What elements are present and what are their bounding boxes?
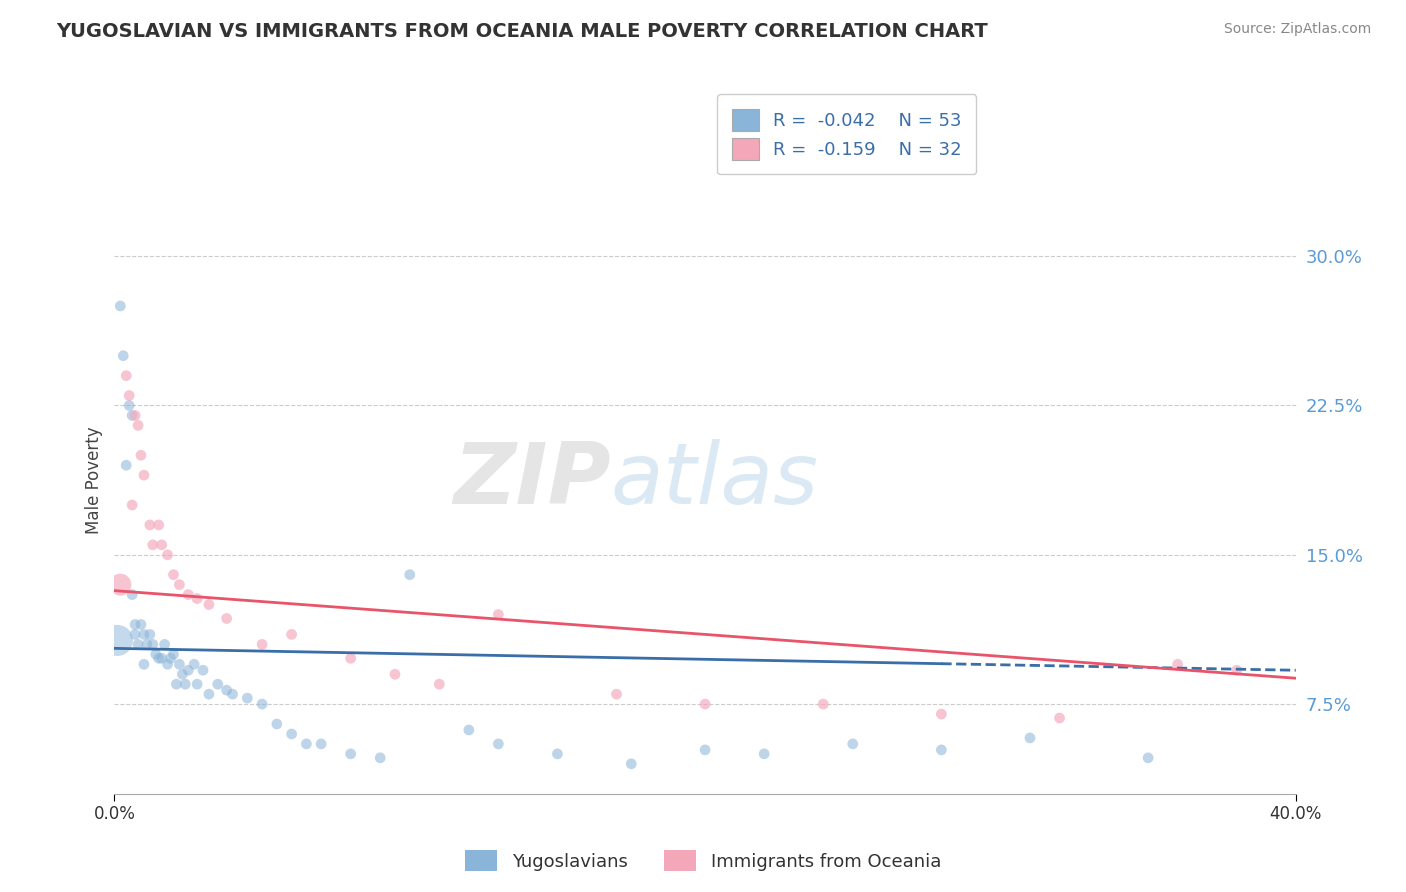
- Point: [620, 756, 643, 771]
- Point: [153, 637, 176, 651]
- Point: [186, 677, 208, 691]
- Point: [105, 633, 128, 648]
- Point: [145, 648, 167, 662]
- Point: [148, 517, 170, 532]
- Legend: Yugoslavians, Immigrants from Oceania: Yugoslavians, Immigrants from Oceania: [457, 843, 949, 879]
- Point: [148, 651, 170, 665]
- Point: [215, 611, 238, 625]
- Point: [384, 667, 406, 681]
- Point: [174, 677, 197, 691]
- Point: [121, 498, 143, 512]
- Point: [139, 627, 162, 641]
- Point: [139, 517, 162, 532]
- Point: [127, 637, 149, 651]
- Point: [398, 567, 420, 582]
- Point: [1167, 657, 1189, 672]
- Point: [215, 683, 238, 698]
- Point: [172, 667, 194, 681]
- Point: [693, 743, 716, 757]
- Point: [250, 637, 273, 651]
- Legend: R =  -0.042    N = 53, R =  -0.159    N = 32: R = -0.042 N = 53, R = -0.159 N = 32: [717, 95, 976, 174]
- Point: [124, 409, 146, 423]
- Point: [121, 409, 143, 423]
- Point: [110, 577, 132, 591]
- Point: [250, 697, 273, 711]
- Point: [156, 548, 179, 562]
- Point: [121, 588, 143, 602]
- Text: ZIP: ZIP: [453, 439, 610, 522]
- Point: [605, 687, 627, 701]
- Point: [295, 737, 318, 751]
- Point: [115, 368, 138, 383]
- Point: [150, 538, 173, 552]
- Point: [115, 458, 138, 473]
- Point: [177, 588, 200, 602]
- Point: [142, 538, 165, 552]
- Point: [1137, 751, 1160, 765]
- Point: [693, 697, 716, 711]
- Text: YUGOSLAVIAN VS IMMIGRANTS FROM OCEANIA MALE POVERTY CORRELATION CHART: YUGOSLAVIAN VS IMMIGRANTS FROM OCEANIA M…: [56, 22, 988, 41]
- Point: [132, 468, 155, 483]
- Point: [132, 627, 155, 641]
- Point: [207, 677, 229, 691]
- Point: [162, 648, 184, 662]
- Point: [236, 691, 259, 706]
- Point: [280, 627, 302, 641]
- Point: [169, 657, 191, 672]
- Point: [754, 747, 776, 761]
- Point: [129, 448, 152, 462]
- Point: [486, 607, 509, 622]
- Point: [309, 737, 332, 751]
- Point: [368, 751, 391, 765]
- Text: Source: ZipAtlas.com: Source: ZipAtlas.com: [1223, 22, 1371, 37]
- Point: [813, 697, 835, 711]
- Point: [221, 687, 243, 701]
- Point: [457, 723, 479, 737]
- Point: [156, 657, 179, 672]
- Point: [1019, 731, 1042, 745]
- Point: [118, 399, 141, 413]
- Point: [931, 707, 953, 722]
- Point: [162, 567, 184, 582]
- Point: [1226, 663, 1249, 677]
- Point: [280, 727, 302, 741]
- Point: [191, 663, 214, 677]
- Point: [486, 737, 509, 751]
- Point: [132, 657, 155, 672]
- Point: [124, 617, 146, 632]
- Point: [110, 299, 132, 313]
- Point: [129, 617, 152, 632]
- Point: [183, 657, 205, 672]
- Point: [931, 743, 953, 757]
- Point: [159, 651, 181, 665]
- Point: [165, 677, 187, 691]
- Point: [427, 677, 450, 691]
- Point: [112, 349, 135, 363]
- Point: [118, 388, 141, 402]
- Point: [142, 637, 165, 651]
- Point: [177, 663, 200, 677]
- Point: [198, 598, 221, 612]
- Point: [339, 651, 361, 665]
- Point: [339, 747, 361, 761]
- Point: [266, 717, 288, 731]
- Point: [127, 418, 149, 433]
- Point: [135, 637, 157, 651]
- Point: [546, 747, 568, 761]
- Text: atlas: atlas: [610, 439, 818, 522]
- Point: [124, 627, 146, 641]
- Point: [842, 737, 865, 751]
- Point: [186, 591, 208, 606]
- Point: [198, 687, 221, 701]
- Point: [1049, 711, 1071, 725]
- Y-axis label: Male Poverty: Male Poverty: [86, 426, 103, 534]
- Point: [169, 577, 191, 591]
- Point: [150, 651, 173, 665]
